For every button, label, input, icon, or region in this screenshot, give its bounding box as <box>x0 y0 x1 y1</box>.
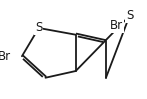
Text: Br: Br <box>0 50 11 63</box>
Text: S: S <box>35 21 42 34</box>
Text: S: S <box>126 9 133 22</box>
Text: Br: Br <box>110 19 123 32</box>
